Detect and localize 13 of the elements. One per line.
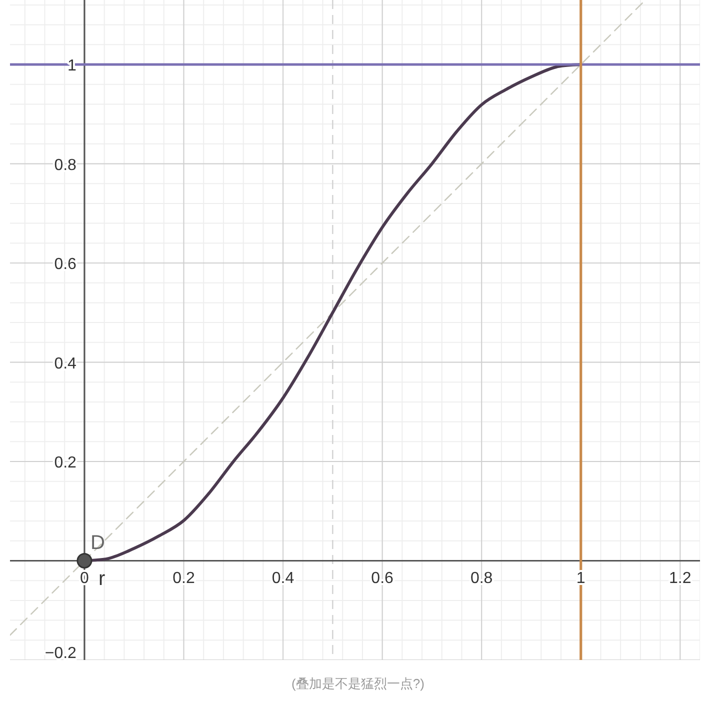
x-tick-label: 0.8 [470,570,493,587]
x-tick-label: 1.2 [669,570,692,587]
y-tick-label: 0.2 [54,454,77,472]
y-tick-label: 0.8 [54,156,77,174]
series-label: r [98,568,106,590]
text: (叠加是不是猛烈一点?) [292,676,424,691]
y-tick-label: 0.4 [54,355,77,372]
y-tick-label: −0.2 [44,645,77,662]
x-tick-label: 0.4 [272,570,294,587]
x-tick-label: 0.6 [371,570,394,587]
y-tick-label: 0.6 [54,256,77,274]
series-label: D [90,532,105,554]
x-tick-label: 0.2 [172,570,195,587]
